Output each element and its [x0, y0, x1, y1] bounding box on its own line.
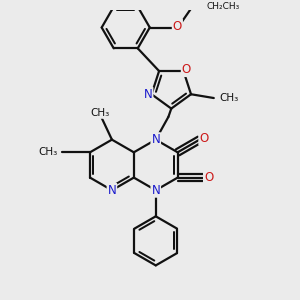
Text: O: O	[182, 63, 191, 76]
Text: N: N	[144, 88, 152, 101]
Text: N: N	[152, 184, 160, 197]
Text: CH₃: CH₃	[39, 147, 58, 157]
Text: CH₃: CH₃	[91, 108, 110, 118]
Text: O: O	[173, 20, 182, 33]
Text: N: N	[107, 184, 116, 197]
Text: O: O	[199, 132, 208, 145]
Text: CH₃: CH₃	[219, 93, 238, 103]
Text: O: O	[204, 171, 213, 184]
Text: CH₂CH₃: CH₂CH₃	[206, 2, 240, 11]
Text: N: N	[152, 133, 160, 146]
